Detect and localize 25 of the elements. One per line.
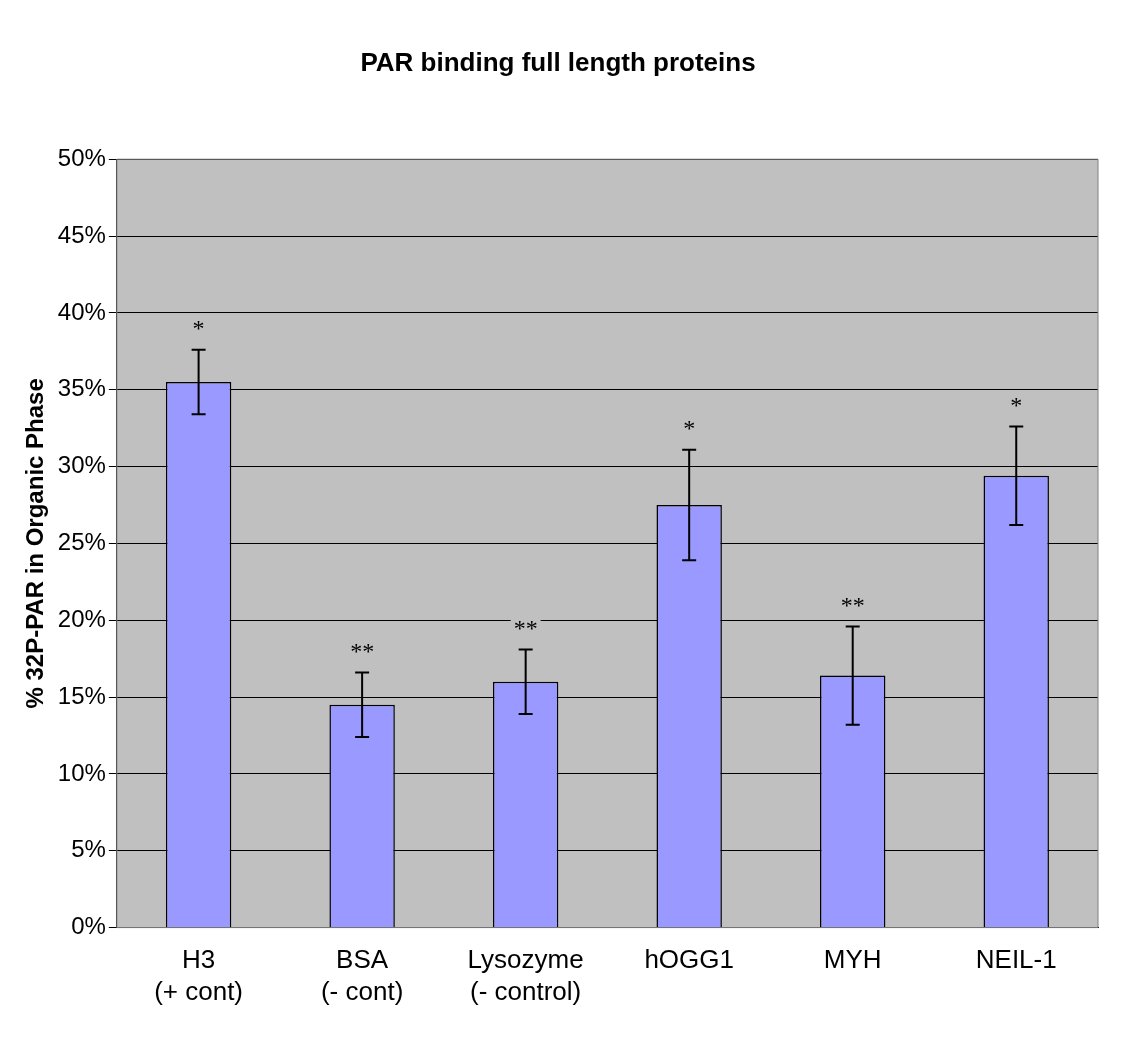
annotation: * [683,414,696,441]
y-tick-label: 45% [57,220,106,248]
annotation: * [192,315,205,342]
y-tick-label: 25% [57,528,106,556]
x-tick-label: NEIL-1 [975,944,1057,975]
y-tick-label: 5% [71,835,106,863]
annotation: * [1010,391,1023,418]
annotation: ** [840,591,865,618]
y-axis-title: % 32P-PAR in Organic Phase [21,378,49,709]
chart-title: PAR binding full length proteins [360,46,756,77]
y-tick-label: 30% [57,451,106,479]
x-tick-label: Lysozyme (- control) [467,944,584,1006]
x-tick-label: H3 (+ cont) [154,944,244,1006]
annotation: ** [513,614,538,641]
y-tick-label: 20% [57,604,106,632]
y-tick-label: 35% [57,374,106,402]
y-tick-label: 15% [57,681,106,709]
x-tick-label: MYH [823,944,882,975]
x-tick-label: hOGG1 [644,944,734,975]
annotation: ** [350,637,375,664]
y-tick-label: 50% [57,143,106,171]
y-tick-label: 40% [57,297,106,325]
y-tick-label: 10% [57,758,106,786]
x-tick-label: BSA (- cont) [320,944,404,1006]
y-tick-label: 0% [71,912,106,940]
